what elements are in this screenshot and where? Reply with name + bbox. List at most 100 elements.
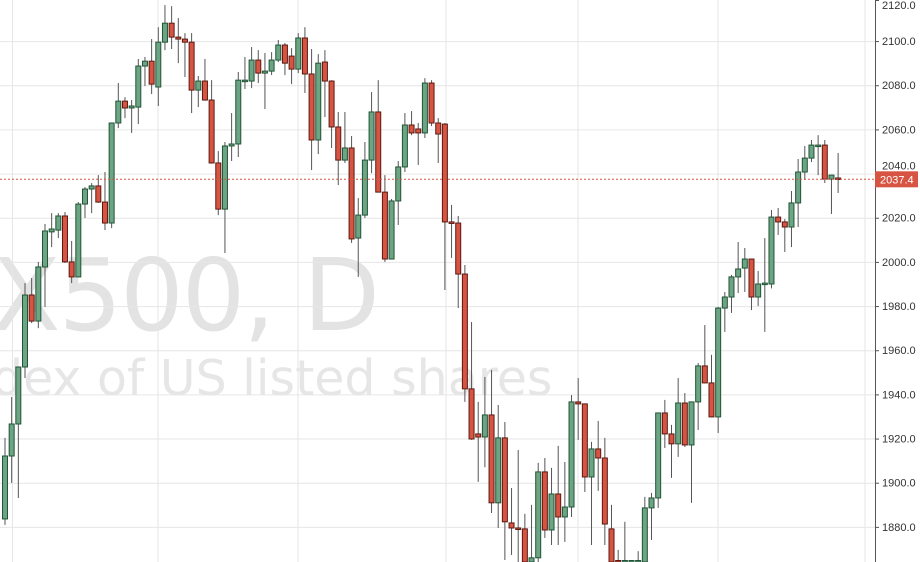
price-axis-label: 1920.0 bbox=[882, 434, 916, 446]
candle-body-down bbox=[555, 493, 562, 518]
candle bbox=[2, 437, 8, 525]
candle bbox=[435, 118, 442, 163]
candle bbox=[741, 247, 748, 292]
candle bbox=[728, 274, 735, 313]
candle-body-up bbox=[815, 144, 822, 148]
price-axis-label: 1960.0 bbox=[882, 345, 916, 357]
candle bbox=[428, 80, 435, 127]
candle-body-down bbox=[501, 437, 508, 523]
candle bbox=[148, 39, 155, 95]
candle bbox=[41, 223, 48, 307]
candle bbox=[448, 204, 455, 258]
candle bbox=[268, 52, 275, 76]
candle bbox=[121, 97, 128, 119]
candle bbox=[588, 441, 595, 545]
candle bbox=[215, 151, 222, 216]
candle bbox=[208, 80, 215, 164]
candle-body-up bbox=[81, 188, 88, 205]
candle-body-down bbox=[95, 185, 102, 203]
last-price-badge bbox=[875, 171, 918, 188]
price-axis-label: 2080.0 bbox=[882, 80, 916, 92]
candle-body-down bbox=[208, 99, 215, 164]
candle bbox=[101, 172, 108, 231]
candle-body-up bbox=[535, 471, 542, 559]
candle-body-down bbox=[288, 55, 295, 70]
candle-body-up bbox=[481, 414, 488, 438]
candle-body-down bbox=[681, 402, 688, 446]
candle-body-down bbox=[435, 122, 442, 135]
candle bbox=[408, 111, 415, 136]
candle bbox=[581, 403, 588, 492]
candle bbox=[555, 445, 562, 545]
candle bbox=[548, 467, 555, 545]
candle bbox=[755, 270, 762, 307]
candle bbox=[75, 202, 82, 278]
candle-body-down bbox=[201, 80, 208, 101]
candle-body-up bbox=[248, 59, 255, 82]
candle-body-up bbox=[41, 230, 48, 268]
candle-body-down bbox=[68, 261, 75, 278]
candle-body-down bbox=[601, 457, 608, 525]
candle-body-up bbox=[528, 557, 535, 562]
candle-body-down bbox=[488, 414, 495, 504]
candle bbox=[721, 291, 728, 332]
candle-body-down bbox=[175, 36, 182, 40]
candle-body-up bbox=[801, 157, 808, 173]
candle-body-down bbox=[101, 201, 108, 224]
candles bbox=[2, 5, 842, 562]
candle bbox=[228, 113, 235, 161]
candle-body-up bbox=[828, 174, 835, 180]
candle-body-up bbox=[561, 506, 568, 518]
price-axis-label: 2120.0 bbox=[882, 0, 916, 12]
candle-body-down bbox=[515, 527, 522, 530]
candle-body-up bbox=[688, 401, 695, 446]
price-axis[interactable]: 2120.0 2100.0 2080.0 2060.0 2040.0 2020.0 2000… bbox=[875, 0, 920, 562]
candle bbox=[828, 174, 835, 214]
candle-body-down bbox=[781, 221, 788, 228]
candle bbox=[628, 560, 635, 562]
candle-body-up bbox=[788, 202, 795, 228]
candle bbox=[601, 437, 608, 545]
candle-body-up bbox=[55, 215, 62, 231]
candle-body-down bbox=[321, 61, 328, 82]
candle bbox=[128, 100, 135, 133]
candle-body-up bbox=[388, 200, 395, 260]
candle bbox=[388, 198, 395, 260]
candle-body-down bbox=[441, 123, 448, 223]
candle-body-down bbox=[335, 126, 342, 161]
price-axis-label: 1940.0 bbox=[882, 389, 916, 401]
candle bbox=[81, 187, 88, 218]
candle bbox=[188, 33, 195, 114]
candle bbox=[348, 136, 355, 243]
candle bbox=[715, 306, 722, 434]
candle bbox=[495, 404, 502, 528]
candle bbox=[621, 521, 628, 562]
price-axis-label: 1880.0 bbox=[882, 522, 916, 534]
candle-body-up bbox=[115, 100, 122, 124]
candle bbox=[788, 191, 795, 248]
candle-body-up bbox=[128, 105, 135, 109]
price-axis-label: 2100.0 bbox=[882, 36, 916, 48]
candle bbox=[675, 378, 682, 457]
candle-body-down bbox=[595, 448, 602, 459]
candle-body-up bbox=[141, 60, 148, 67]
candle-body-down bbox=[461, 273, 468, 390]
candle bbox=[195, 75, 202, 108]
candle-body-down bbox=[121, 100, 128, 109]
candle-body-up bbox=[161, 22, 168, 43]
candle bbox=[521, 513, 528, 562]
candle bbox=[608, 504, 615, 562]
candle bbox=[155, 27, 162, 106]
candle bbox=[821, 140, 828, 184]
candle bbox=[761, 238, 768, 332]
candle-body-up bbox=[401, 124, 408, 168]
candle-body-down bbox=[468, 388, 475, 440]
candle-body-down bbox=[701, 365, 708, 384]
candle bbox=[595, 420, 602, 491]
candle-body-up bbox=[341, 147, 348, 161]
candle bbox=[688, 401, 695, 503]
candle bbox=[635, 551, 642, 562]
candle-body-up bbox=[75, 203, 82, 278]
candle bbox=[575, 378, 582, 440]
